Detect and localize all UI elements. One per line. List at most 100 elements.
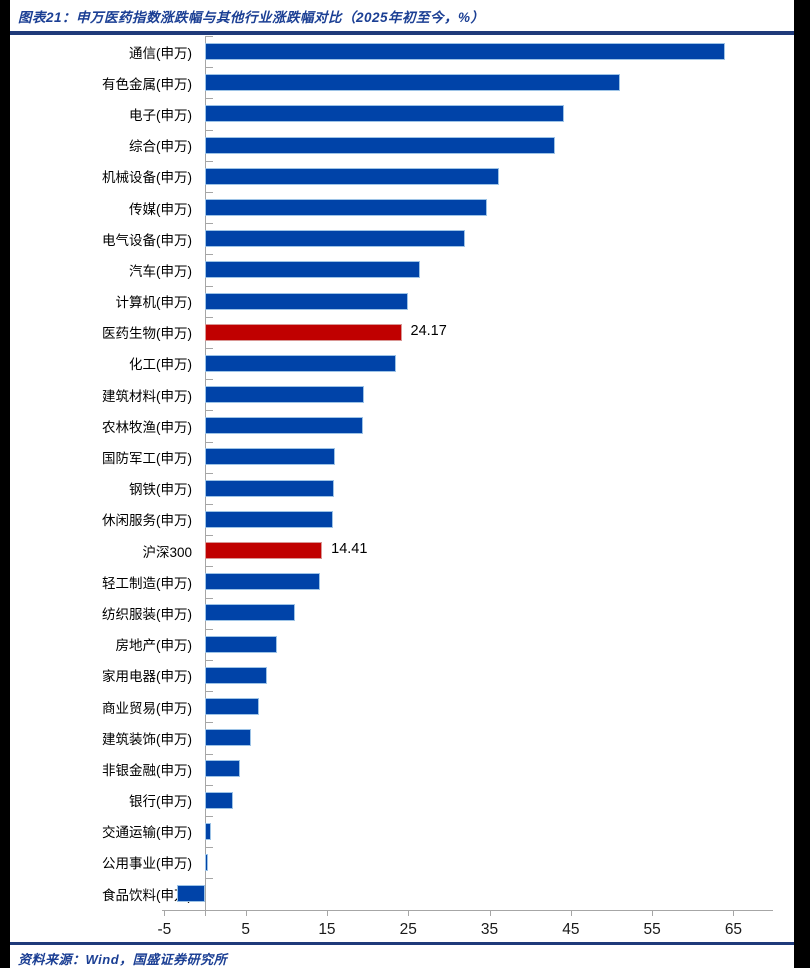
x-axis-tick-label: -5 xyxy=(157,921,172,938)
x-axis-tick-label: 65 xyxy=(724,921,743,938)
category-label: 交通运输(申万) xyxy=(102,825,192,841)
bar xyxy=(205,573,320,591)
x-axis-tick-label: 45 xyxy=(562,921,580,938)
bar-track xyxy=(205,504,794,535)
bar xyxy=(205,822,211,840)
category-axis-tick xyxy=(205,566,213,568)
bar-track xyxy=(205,286,794,317)
category-axis-tick xyxy=(205,129,213,131)
bar-track xyxy=(205,254,794,285)
bar xyxy=(205,729,252,747)
x-axis-tick xyxy=(733,910,735,916)
category-axis-tick xyxy=(205,472,213,474)
category-axis-tick xyxy=(205,878,213,880)
chart-row: 建筑材料(申万) xyxy=(10,379,794,410)
chart-row: 非银金融(申万) xyxy=(10,753,794,784)
page-right-edge xyxy=(794,0,810,968)
chart-row: 公用事业(申万) xyxy=(10,847,794,878)
category-label: 建筑装饰(申万) xyxy=(102,731,192,747)
chart-row: 房地产(申万) xyxy=(10,629,794,660)
category-label: 综合(申万) xyxy=(129,139,192,155)
bar-track xyxy=(205,691,794,722)
category-axis-tick xyxy=(205,410,213,412)
category-label: 银行(申万) xyxy=(129,794,192,810)
bar-track xyxy=(205,192,794,223)
figure-title: 图表21：申万医药指数涨跌幅与其他行业涨跌幅对比（2025年初至今，%） xyxy=(18,10,485,25)
chart-rows: 通信(申万) 有色金属(申万) 电子(申万) 综合(申万) 机械设备(申万) 传… xyxy=(10,36,794,909)
bar xyxy=(205,74,620,92)
category-label: 钢铁(申万) xyxy=(129,482,192,498)
bar xyxy=(205,386,365,404)
chart-row: 轻工制造(申万) xyxy=(10,566,794,597)
category-label: 农林牧渔(申万) xyxy=(102,419,192,435)
category-axis-tick xyxy=(205,160,213,162)
category-axis-tick xyxy=(205,223,213,225)
bar xyxy=(205,448,336,466)
x-axis-tick-label: 55 xyxy=(643,921,661,938)
category-label: 房地产(申万) xyxy=(115,638,193,654)
bar-track xyxy=(205,36,794,67)
category-axis-tick xyxy=(205,348,213,349)
category-label: 沪深300 xyxy=(142,544,192,560)
category-label: 通信(申万) xyxy=(129,45,192,61)
zero-axis-line xyxy=(205,36,206,916)
chart-row: 食品饮料(申万) xyxy=(10,878,794,909)
bar xyxy=(205,136,555,154)
bar-track xyxy=(205,660,794,691)
category-axis-tick xyxy=(205,753,213,755)
bar xyxy=(205,697,259,715)
bar-track xyxy=(205,223,794,254)
bar-track xyxy=(205,441,794,472)
category-axis-tick xyxy=(205,441,213,443)
chart-row: 国防军工(申万) xyxy=(10,441,794,472)
category-label: 轻工制造(申万) xyxy=(102,575,192,591)
category-label: 医药生物(申万) xyxy=(102,326,192,342)
chart-row: 交通运输(申万) xyxy=(10,816,794,847)
x-axis-tick xyxy=(164,910,166,916)
category-axis-tick xyxy=(205,98,213,100)
bar-track xyxy=(205,67,794,98)
bar-track xyxy=(205,847,794,878)
category-axis-tick xyxy=(205,504,213,505)
category-label: 电气设备(申万) xyxy=(102,232,192,248)
x-axis-tick xyxy=(408,910,410,916)
chart-row: 化工(申万) xyxy=(10,348,794,379)
chart-row: 综合(申万) xyxy=(10,130,794,161)
category-label: 家用电器(申万) xyxy=(102,669,192,685)
source-row: 资料来源：Wind，国盛证券研究所 xyxy=(10,945,794,968)
chart-row: 机械设备(申万) xyxy=(10,161,794,192)
category-label: 公用事业(申万) xyxy=(102,856,192,872)
figure-block: 图表21：申万医药指数涨跌幅与其他行业涨跌幅对比（2025年初至今，%） 通信(… xyxy=(10,0,794,968)
x-axis-tick-label: 35 xyxy=(480,921,499,938)
source-text: 资料来源：Wind，国盛证券研究所 xyxy=(18,952,228,967)
bar xyxy=(205,230,466,248)
category-label: 计算机(申万) xyxy=(115,295,193,311)
chart-row: 建筑装饰(申万) xyxy=(10,722,794,753)
chart-row: 医药生物(申万) 24.17 xyxy=(10,317,794,348)
chart-row: 家用电器(申万) xyxy=(10,660,794,691)
chart-row: 钢铁(申万) xyxy=(10,473,794,504)
bar xyxy=(205,292,409,310)
chart-row: 商业贸易(申万) xyxy=(10,691,794,722)
bar-track xyxy=(205,348,794,379)
category-axis-tick xyxy=(205,691,213,693)
x-axis-tick-label: 25 xyxy=(399,921,417,938)
category-axis-tick xyxy=(205,285,213,287)
bar xyxy=(177,885,205,903)
chart-row: 沪深300 14.41 xyxy=(10,535,794,566)
bar-track xyxy=(205,98,794,129)
x-axis-line xyxy=(162,910,773,911)
data-label: 14.41 xyxy=(331,541,368,557)
bar xyxy=(205,417,363,435)
category-axis-tick xyxy=(205,192,213,193)
category-label: 机械设备(申万) xyxy=(102,170,192,186)
category-axis-tick xyxy=(205,597,213,599)
chart-row: 通信(申万) xyxy=(10,36,794,67)
x-axis-tick xyxy=(245,910,247,916)
bar-track xyxy=(205,722,794,753)
chart-row: 休闲服务(申万) xyxy=(10,504,794,535)
chart-row: 农林牧渔(申万) xyxy=(10,410,794,441)
figure-title-row: 图表21：申万医药指数涨跌幅与其他行业涨跌幅对比（2025年初至今，%） xyxy=(10,0,794,31)
bar-track xyxy=(205,753,794,784)
bar xyxy=(205,604,296,622)
